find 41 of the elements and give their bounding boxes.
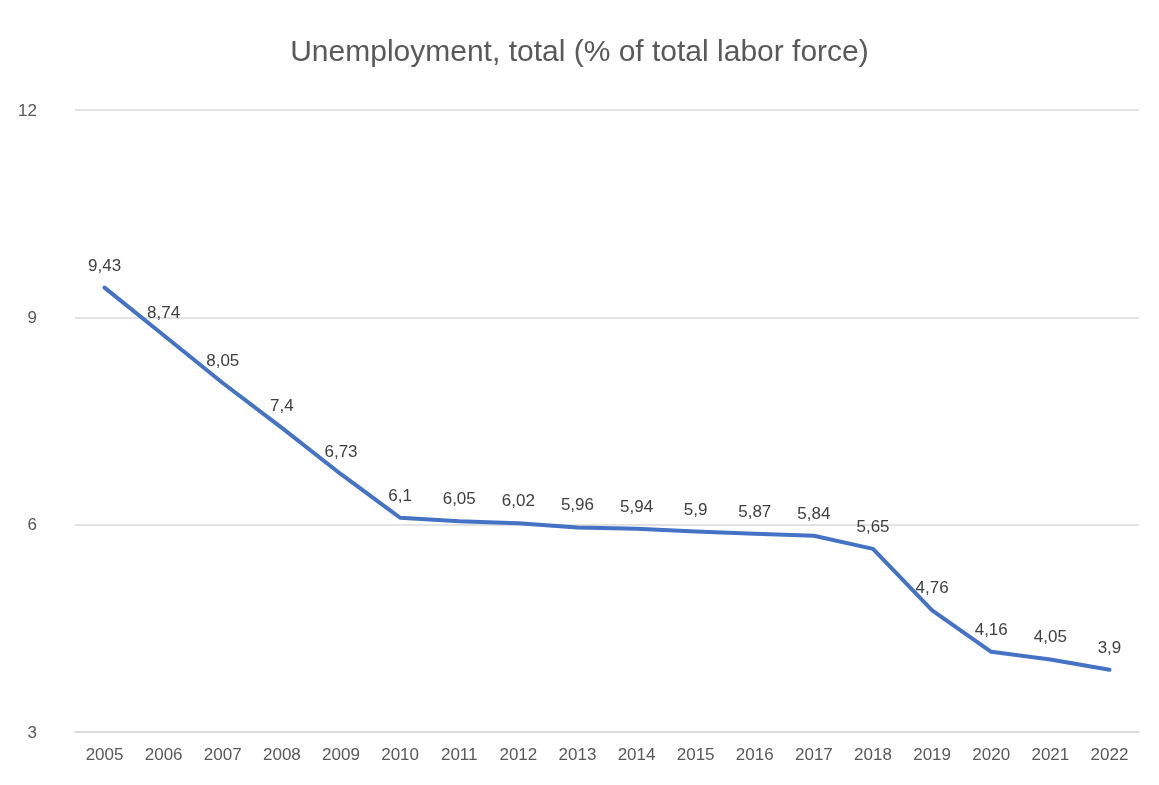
x-tick-label: 2021: [1031, 745, 1070, 764]
data-label: 5,87: [738, 501, 772, 521]
x-tick-label: 2010: [381, 745, 420, 764]
x-tick-label: 2016: [735, 745, 774, 764]
data-label: 6,1: [388, 485, 412, 505]
x-tick-label: 2022: [1090, 745, 1129, 764]
data-label: 6,02: [501, 491, 535, 511]
x-tick-label: 2006: [144, 745, 183, 764]
x-tick-label: 2012: [499, 745, 538, 764]
data-label: 4,16: [974, 619, 1008, 639]
x-tick-label: 2005: [85, 745, 124, 764]
x-tick-label: 2014: [617, 745, 656, 764]
y-tick-label: 3: [27, 722, 37, 742]
data-label: 8,74: [147, 303, 181, 323]
data-label: 6,73: [324, 442, 358, 462]
data-label: 9,43: [88, 255, 122, 275]
data-label: 4,76: [915, 578, 949, 598]
x-tick-label: 2018: [854, 745, 892, 764]
chart-title: Unemployment, total (% of total labor force): [290, 33, 869, 67]
data-label: 5,96: [560, 495, 594, 515]
x-tick-label: 2013: [558, 745, 597, 764]
x-tick-label: 2011: [440, 745, 478, 764]
x-tick-label: 2015: [676, 745, 715, 764]
data-label: 7,4: [270, 395, 294, 415]
data-label: 6,05: [442, 489, 476, 509]
x-tick-label: 2017: [794, 745, 833, 764]
data-label: 3,9: [1097, 637, 1122, 657]
x-tick-label: 2020: [972, 745, 1011, 764]
y-tick-label: 12: [18, 100, 37, 120]
data-label: 5,94: [620, 496, 654, 516]
y-tick-label: 6: [27, 515, 37, 535]
data-label: 5,84: [797, 503, 831, 523]
data-label: 5,65: [856, 516, 890, 536]
x-tick-label: 2019: [913, 745, 952, 764]
data-label: 5,9: [683, 499, 708, 519]
x-tick-label: 2009: [322, 745, 360, 764]
data-label: 8,05: [206, 350, 240, 370]
y-tick-label: 9: [27, 307, 37, 327]
data-label: 4,05: [1033, 627, 1067, 647]
x-tick-label: 2008: [262, 745, 301, 764]
x-tick-label: 2007: [203, 745, 242, 764]
